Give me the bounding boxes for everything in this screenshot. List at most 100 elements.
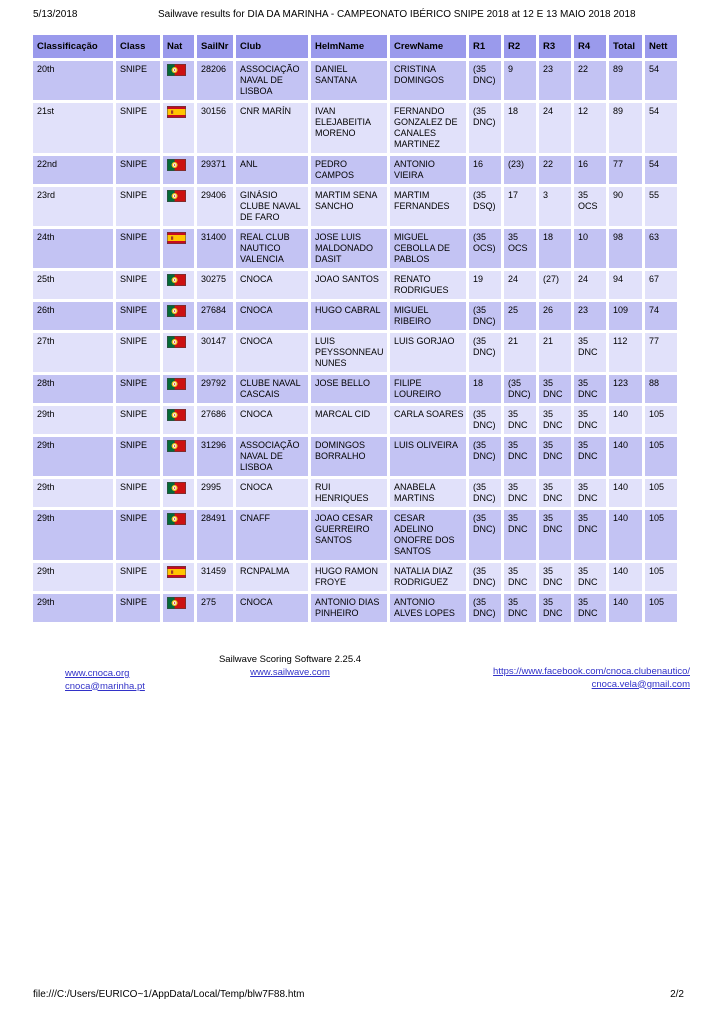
results-table: Classificação Class Nat SailNr Club HelmName C… (30, 32, 680, 625)
r1-cell: (35 DNC) (469, 406, 501, 434)
class-cell: SNIPE (116, 103, 160, 153)
club-cell: ASSOCIAÇÃO NAVAL DE LISBOA (236, 61, 308, 100)
rank-cell: 21st (33, 103, 113, 153)
column-header: Class (116, 35, 160, 58)
r1-cell: (35 DNC) (469, 510, 501, 560)
club-cell: CNOCA (236, 406, 308, 434)
cnoca-website-link[interactable]: www.cnoca.org (65, 668, 130, 679)
sailnr-cell: 31296 (197, 437, 233, 476)
r4-cell: 22 (574, 61, 606, 100)
nett-cell: 74 (645, 302, 677, 330)
sailwave-link[interactable]: www.sailwave.com (250, 666, 330, 678)
total-cell: 140 (609, 406, 642, 434)
r4-cell: 35 DNC (574, 594, 606, 622)
r3-cell: 21 (539, 333, 571, 372)
nat-cell (163, 563, 194, 591)
sailnr-cell: 27686 (197, 406, 233, 434)
rank-cell: 29th (33, 594, 113, 622)
club-cell: ANL (236, 156, 308, 184)
column-header: Nett (645, 35, 677, 58)
helm-cell: JOAO SANTOS (311, 271, 387, 299)
crew-cell: MIGUEL RIBEIRO (390, 302, 466, 330)
crew-cell: CESAR ADELINO ONOFRE DOS SANTOS (390, 510, 466, 560)
rank-cell: 20th (33, 61, 113, 100)
table-row: 29th SNIPE 28491 CNAFF JOAO CESAR GUERREIRO … (33, 510, 677, 560)
nett-cell: 63 (645, 229, 677, 268)
club-cell: ASSOCIAÇÃO NAVAL DE LISBOA (236, 437, 308, 476)
total-cell: 90 (609, 187, 642, 226)
table-row: 29th SNIPE 275 CNOCA ANTONIO DIAS PINHEIRO AN… (33, 594, 677, 622)
r2-cell: 25 (504, 302, 536, 330)
sailnr-cell: 275 (197, 594, 233, 622)
class-cell: SNIPE (116, 333, 160, 372)
r3-cell: 35 DNC (539, 479, 571, 507)
r4-cell: 35 OCS (574, 187, 606, 226)
club-cell: GINÁSIO CLUBE NAVAL DE FARO (236, 187, 308, 226)
r3-cell: 22 (539, 156, 571, 184)
table-header-row: Classificação Class Nat SailNr Club HelmName C… (33, 35, 677, 58)
table-row: 21st SNIPE 30156 CNR MARÍN IVAN ELEJABEITIA … (33, 103, 677, 153)
total-cell: 140 (609, 479, 642, 507)
rank-cell: 22nd (33, 156, 113, 184)
r2-cell: 21 (504, 333, 536, 372)
class-cell: SNIPE (116, 594, 160, 622)
rank-cell: 29th (33, 437, 113, 476)
table-row: 26th SNIPE 27684 CNOCA HUGO CABRAL MIGUEL RIB… (33, 302, 677, 330)
software-credit-block: Sailwave Scoring Software 2.25.4 www.sai… (175, 654, 405, 679)
nett-cell: 55 (645, 187, 677, 226)
total-cell: 94 (609, 271, 642, 299)
helm-cell: JOSE BELLO (311, 375, 387, 403)
total-cell: 89 (609, 103, 642, 153)
column-header: CrewName (390, 35, 466, 58)
r3-cell: 35 DNC (539, 406, 571, 434)
helm-cell: IVAN ELEJABEITIA MORENO (311, 103, 387, 153)
sailnr-cell: 31400 (197, 229, 233, 268)
class-cell: SNIPE (116, 479, 160, 507)
class-cell: SNIPE (116, 437, 160, 476)
table-row: 27th SNIPE 30147 CNOCA LUIS PEYSSONNEAU NUNE… (33, 333, 677, 372)
nat-cell (163, 271, 194, 299)
table-row: 29th SNIPE 27686 CNOCA MARCAL CID CARLA SOARE… (33, 406, 677, 434)
r2-cell: 35 DNC (504, 406, 536, 434)
total-cell: 77 (609, 156, 642, 184)
r3-cell: 35 DNC (539, 375, 571, 403)
total-cell: 140 (609, 563, 642, 591)
nett-cell: 105 (645, 594, 677, 622)
sailnr-cell: 30156 (197, 103, 233, 153)
facebook-link[interactable]: https://www.facebook.com/cnoca.clubenaut… (493, 666, 690, 677)
nett-cell: 54 (645, 103, 677, 153)
table-row: 25th SNIPE 30275 CNOCA JOAO SANTOS RENATO ROD… (33, 271, 677, 299)
nat-cell (163, 229, 194, 268)
r4-cell: 24 (574, 271, 606, 299)
nat-cell (163, 406, 194, 434)
crew-cell: LUIS OLIVEIRA (390, 437, 466, 476)
r2-cell: 35 DNC (504, 510, 536, 560)
helm-cell: DANIEL SANTANA (311, 61, 387, 100)
nett-cell: 105 (645, 406, 677, 434)
flag-portugal-icon (167, 190, 186, 202)
print-date: 5/13/2018 (33, 9, 78, 20)
r1-cell: (35 DNC) (469, 302, 501, 330)
flag-portugal-icon (167, 274, 186, 286)
flag-portugal-icon (167, 159, 186, 171)
nat-cell (163, 375, 194, 403)
helm-cell: ANTONIO DIAS PINHEIRO (311, 594, 387, 622)
club-cell: CLUBE NAVAL CASCAIS (236, 375, 308, 403)
sailnr-cell: 28491 (197, 510, 233, 560)
helm-cell: JOAO CESAR GUERREIRO SANTOS (311, 510, 387, 560)
nat-cell (163, 479, 194, 507)
r4-cell: 35 DNC (574, 510, 606, 560)
sailnr-cell: 29792 (197, 375, 233, 403)
class-cell: SNIPE (116, 302, 160, 330)
flag-portugal-icon (167, 378, 186, 390)
footer-links-left: www.cnoca.org cnoca@marinha.pt (65, 668, 145, 693)
gmail-link[interactable]: cnoca.vela@gmail.com (591, 678, 690, 690)
column-header: R2 (504, 35, 536, 58)
software-credit: Sailwave Scoring Software 2.25.4 (218, 654, 362, 665)
r1-cell: 18 (469, 375, 501, 403)
nett-cell: 88 (645, 375, 677, 403)
flag-spain-icon (167, 232, 186, 244)
table-row: 28th SNIPE 29792 CLUBE NAVAL CASCAIS JOSE BE… (33, 375, 677, 403)
r3-cell: 35 DNC (539, 510, 571, 560)
cnoca-email-link[interactable]: cnoca@marinha.pt (65, 680, 145, 692)
